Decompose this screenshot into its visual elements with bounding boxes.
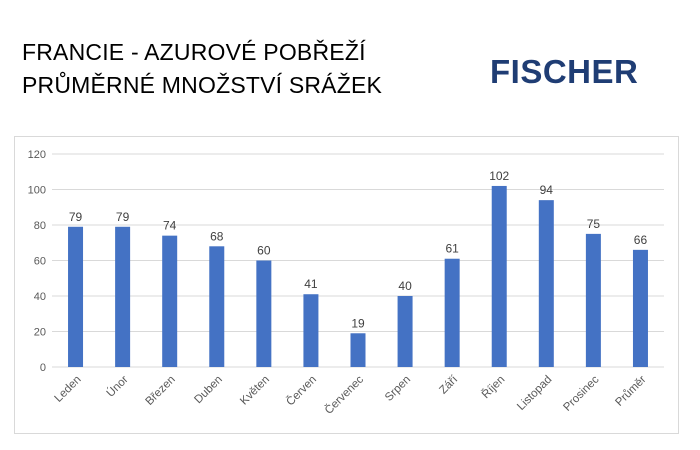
x-axis-categories: Leden Únor Březen Duben Květen Červen Červenec… [53, 373, 649, 417]
bar [491, 185, 507, 367]
bar [68, 226, 84, 367]
data-label: 79 [69, 210, 83, 224]
y-tick-label: 80 [34, 220, 46, 232]
category-label: Únor [104, 373, 131, 400]
y-tick-label: 0 [40, 362, 46, 374]
data-label: 41 [304, 277, 318, 291]
bar [585, 233, 601, 367]
bar [256, 260, 272, 367]
y-tick-label: 120 [28, 149, 46, 161]
bar [115, 226, 131, 367]
chart-area [14, 136, 679, 434]
y-tick-label: 60 [34, 256, 46, 268]
data-label: 94 [540, 183, 554, 197]
data-label: 79 [116, 210, 130, 224]
category-label: Březen [144, 374, 178, 408]
gridlines [52, 153, 664, 368]
data-label: 61 [445, 242, 459, 256]
category-label: Srpen [383, 374, 413, 404]
data-label: 102 [489, 169, 509, 183]
bar [209, 246, 225, 367]
category-label: Listopad [515, 374, 554, 413]
bar [303, 294, 319, 367]
data-labels: 79 79 74 68 60 41 19 40 61 102 94 75 66 [69, 169, 648, 330]
y-tick-label: 40 [34, 291, 46, 303]
data-label: 74 [163, 219, 177, 233]
category-label: Prosinec [561, 373, 601, 413]
chart-title: FRANCIE - AZUROVÉ POBŘEŽÍ PRŮMĚRNÉ MNOŽS… [22, 36, 382, 102]
y-tick-label: 20 [34, 327, 46, 339]
category-label: Duben [192, 374, 224, 406]
data-label: 75 [587, 217, 601, 231]
category-label: Říjen [479, 373, 507, 401]
category-label: Průměr [613, 374, 648, 409]
category-label: Červen [284, 373, 319, 408]
data-label: 40 [398, 279, 412, 293]
category-label: Květen [238, 374, 272, 408]
title-line-1: FRANCIE - AZUROVÉ POBŘEŽÍ [22, 39, 366, 65]
bars [68, 185, 648, 367]
data-label: 19 [351, 316, 365, 330]
bar [162, 235, 178, 367]
data-label: 66 [634, 233, 648, 247]
category-label: Leden [53, 374, 84, 405]
category-label: Září [437, 373, 461, 397]
y-tick-label: 100 [28, 185, 46, 197]
y-axis-ticks: 0 20 40 60 80 100 120 [28, 149, 46, 374]
data-label: 60 [257, 244, 271, 258]
bar [397, 296, 413, 367]
bar [350, 333, 366, 367]
bar [538, 200, 554, 367]
data-label: 68 [210, 229, 224, 243]
title-line-2: PRŮMĚRNÉ MNOŽSTVÍ SRÁŽEK [22, 72, 383, 98]
fischer-logo: FISCHER [490, 53, 639, 90]
bar [632, 249, 648, 367]
bar [444, 258, 460, 367]
category-label: Červenec [322, 373, 366, 417]
